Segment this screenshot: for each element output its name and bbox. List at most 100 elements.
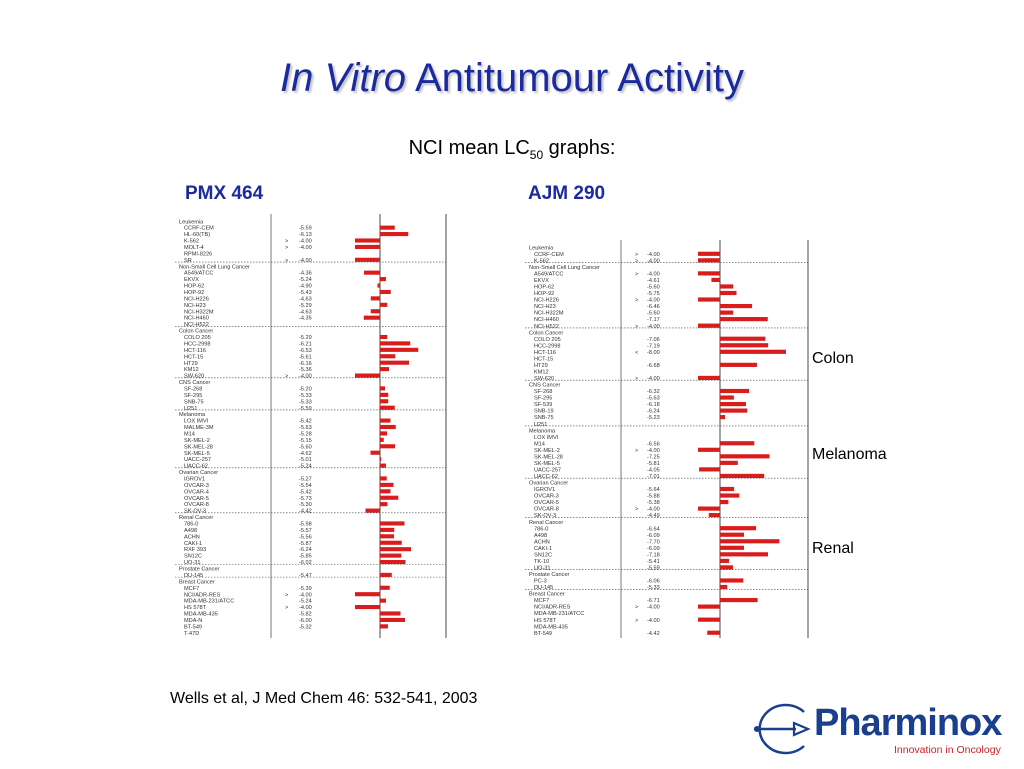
group-name: Breast Cancer bbox=[529, 592, 565, 598]
lc50-bar bbox=[380, 431, 387, 436]
lc50-value: -5.54 bbox=[299, 483, 312, 489]
lc50-value: -5.42 bbox=[299, 489, 312, 495]
lc50-bar bbox=[380, 476, 387, 481]
lc50-value: -4.00 bbox=[299, 592, 312, 598]
lc50-value: -4.36 bbox=[299, 271, 312, 277]
value-flag: > bbox=[285, 245, 288, 251]
lc50-bar bbox=[370, 296, 380, 301]
lc50-value: -6.16 bbox=[299, 361, 312, 367]
logo-wordmark: Pharminox bbox=[814, 702, 1002, 744]
lc50-value: -4.00 bbox=[647, 618, 660, 624]
cell-line-name: SW-620 bbox=[184, 374, 204, 380]
cell-line-name: DU-145 bbox=[534, 585, 553, 591]
citation: Wells et al, J Med Chem 46: 532-541, 200… bbox=[170, 690, 478, 707]
group-name: Melanoma bbox=[179, 412, 206, 418]
cell-line-name: ACHN bbox=[534, 539, 550, 545]
lc50-value: -5.63 bbox=[299, 425, 312, 431]
lc50-value: -6.09 bbox=[647, 546, 660, 552]
value-flag: > bbox=[635, 258, 638, 264]
lc50-bar bbox=[355, 238, 380, 243]
lc50-value: -6.06 bbox=[647, 579, 660, 585]
lc50-value: -4.00 bbox=[647, 448, 660, 454]
lc50-bar bbox=[720, 473, 765, 479]
lc50-value: -7.01 bbox=[647, 474, 660, 480]
cell-line-name: CCRF-CEM bbox=[184, 226, 214, 232]
value-flag: > bbox=[635, 252, 638, 258]
lc50-bar bbox=[720, 578, 744, 583]
lc50-bar bbox=[720, 454, 770, 459]
lc50-value: -6.13 bbox=[299, 232, 312, 238]
value-flag: > bbox=[635, 271, 638, 277]
lc50-value: -6.18 bbox=[647, 402, 660, 408]
lc50-bar bbox=[720, 415, 726, 420]
lc50-value: -5.63 bbox=[647, 396, 660, 402]
lc50-value: -7.25 bbox=[647, 454, 660, 460]
cell-line-name: SNB-19 bbox=[534, 409, 554, 415]
cell-line-name: OVCAR-3 bbox=[184, 483, 209, 489]
cell-line-name: NCI-H322M bbox=[534, 311, 564, 317]
cell-line-name: UACC-257 bbox=[534, 467, 561, 473]
cell-line-name: UO-31 bbox=[534, 565, 550, 571]
subtitle-suffix: graphs: bbox=[543, 137, 616, 159]
lc50-bar bbox=[720, 460, 738, 465]
lc50-value: -5.36 bbox=[299, 367, 312, 373]
lc50-value: -4.00 bbox=[647, 252, 660, 258]
lc50-bar bbox=[364, 270, 380, 275]
cell-line-name: UACC-257 bbox=[184, 457, 211, 463]
cell-line-name: HL-60(TB) bbox=[184, 232, 210, 238]
cell-line-name: K-562 bbox=[184, 239, 199, 245]
lc50-bar bbox=[720, 303, 753, 309]
cell-line-name: TK-10 bbox=[534, 559, 549, 565]
cell-line-name: MDA-MB-231/ATCC bbox=[184, 599, 234, 605]
lc50-bar bbox=[380, 341, 411, 346]
lc50-bar bbox=[720, 395, 734, 400]
cell-line-name: HOP-92 bbox=[534, 291, 554, 297]
cell-line-name: SN12C bbox=[184, 554, 202, 560]
cell-line-name: HCT-116 bbox=[534, 350, 556, 356]
lc50-bar bbox=[698, 617, 720, 622]
cell-line-name: HS 578T bbox=[534, 618, 557, 624]
cell-line-name: MDA-MB-435 bbox=[184, 612, 218, 618]
lc50-bar bbox=[380, 347, 419, 352]
lc50-bar bbox=[708, 513, 720, 518]
lc50-bar bbox=[380, 457, 382, 462]
lc50-value: -5.60 bbox=[647, 285, 660, 291]
slide-subtitle: NCI mean LC50 graphs: bbox=[0, 137, 1024, 162]
lc50-value: -5.29 bbox=[299, 335, 312, 341]
value-flag: > bbox=[285, 374, 288, 380]
group-name: Non-Small Cell Lung Cancer bbox=[529, 265, 600, 271]
lc50-value: -4.42 bbox=[299, 509, 312, 515]
cell-line-name: NCI-H23 bbox=[184, 303, 206, 309]
cell-line-name: SK-MEL-2 bbox=[534, 448, 560, 454]
value-flag: > bbox=[635, 324, 638, 330]
lc50-value: -4.49 bbox=[647, 513, 660, 519]
lc50-bar bbox=[720, 532, 744, 537]
cell-line-name: NCI-H460 bbox=[534, 317, 559, 323]
lc50-bar bbox=[380, 360, 409, 365]
lc50-value: -7.70 bbox=[647, 539, 660, 545]
lc50-value: -5.24 bbox=[299, 599, 312, 605]
value-flag: > bbox=[635, 448, 638, 454]
cell-line-name: SK-MEL-28 bbox=[534, 454, 563, 460]
cell-line-name: RXF 393 bbox=[184, 547, 206, 553]
lc50-value: -6.32 bbox=[647, 389, 660, 395]
cell-line-name: MOLT-4 bbox=[184, 245, 204, 251]
cell-line-name: HOP-62 bbox=[534, 285, 554, 291]
lc50-bar bbox=[720, 401, 746, 407]
cell-line-name: HT29 bbox=[534, 363, 548, 369]
cell-line-name: SF-268 bbox=[184, 386, 202, 392]
lc50-bar bbox=[720, 597, 758, 603]
lc50-value: -4.00 bbox=[299, 245, 312, 251]
lc50-value: -5.88 bbox=[647, 494, 660, 500]
cell-line-name: OVCAR-5 bbox=[534, 500, 559, 506]
value-flag: > bbox=[635, 605, 638, 611]
lc50-value: -5.29 bbox=[299, 303, 312, 309]
pmx464-label: PMX 464 bbox=[185, 183, 264, 204]
lc50-value: -4.00 bbox=[647, 324, 660, 330]
cell-line-name: T-47D bbox=[184, 631, 199, 637]
lc50-bar bbox=[380, 386, 385, 391]
lc50-bar bbox=[380, 572, 392, 577]
lc50-value: -6.46 bbox=[647, 304, 660, 310]
logo-tagline: Innovation in Oncology bbox=[894, 744, 1001, 756]
